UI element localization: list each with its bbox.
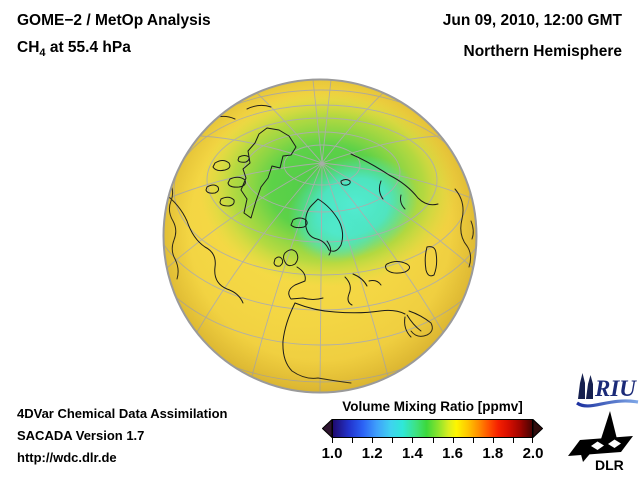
dlr-wordmark: DLR bbox=[595, 457, 624, 473]
assimilation-label: 4DVar Chemical Data Assimilation bbox=[17, 406, 228, 421]
analysis-title-block: GOME−2 / MetOp Analysis CH4 at 55.4 hPa bbox=[17, 13, 211, 59]
globe-map bbox=[162, 78, 478, 394]
colorbar: Volume Mixing Ratio [ppmv] 1.0 1.2 1.4 1… bbox=[322, 399, 544, 462]
page-title: GOME−2 / MetOp Analysis bbox=[17, 12, 211, 29]
date-label: Jun 09, 2010, 12:00 GMT bbox=[442, 12, 622, 29]
riu-wordmark: RIU bbox=[594, 376, 637, 401]
colorbar-right-arrow bbox=[533, 419, 543, 438]
tick-label: 1.4 bbox=[401, 445, 423, 462]
credits-block: 4DVar Chemical Data Assimilation SACADA … bbox=[17, 403, 228, 469]
colorbar-tick-labels: 1.0 1.2 1.4 1.6 1.8 2.0 bbox=[322, 445, 544, 462]
colorbar-title: Volume Mixing Ratio [ppmv] bbox=[342, 399, 523, 414]
globe-rim bbox=[162, 78, 478, 394]
tick-label: 1.0 bbox=[321, 445, 343, 462]
colorbar-gradient bbox=[332, 419, 533, 438]
website-label: http://wdc.dlr.de bbox=[17, 450, 117, 465]
colorbar-left-arrow bbox=[322, 419, 332, 438]
colorbar-minor-ticks bbox=[332, 438, 533, 443]
version-label: SACADA Version 1.7 bbox=[17, 428, 145, 443]
riu-swoosh-icon bbox=[576, 399, 639, 408]
hemisphere-label: Northern Hemisphere bbox=[463, 42, 622, 60]
species-level-label: CH4 at 55.4 hPa bbox=[17, 38, 131, 59]
dlr-logo: DLR bbox=[566, 410, 636, 474]
riu-logo: RIU bbox=[576, 371, 640, 413]
tick-label: 2.0 bbox=[522, 445, 544, 462]
tick-label: 1.6 bbox=[442, 445, 464, 462]
datetime-block: Jun 09, 2010, 12:00 GMT Northern Hemisph… bbox=[443, 13, 622, 59]
cathedral-icon bbox=[578, 373, 593, 399]
globe-visualization bbox=[155, 71, 485, 401]
dlr-emblem-icon bbox=[568, 411, 633, 462]
tick-label: 1.2 bbox=[361, 445, 383, 462]
tick-label: 1.8 bbox=[482, 445, 504, 462]
